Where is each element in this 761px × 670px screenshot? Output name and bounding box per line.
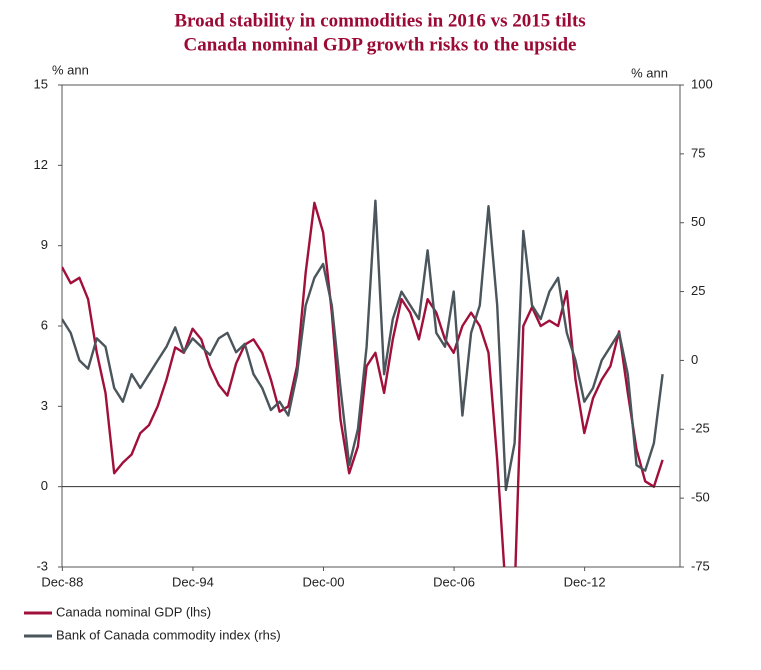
y-tick-label: 0 (41, 478, 48, 493)
y-tick-label: 3 (41, 398, 48, 413)
y2-tick-label: -50 (691, 490, 710, 505)
y-tick-label: 9 (41, 237, 48, 252)
series-line (62, 199, 664, 492)
y2-axis-label: % ann (631, 65, 668, 80)
y-tick-label: 6 (41, 317, 48, 332)
y-tick-label: 12 (34, 157, 48, 172)
y2-tick-label: 100 (691, 76, 713, 91)
plot-frame (61, 84, 681, 568)
x-tick-label: Dec-06 (433, 574, 475, 589)
y2-tick-label: -75 (691, 558, 710, 573)
y-axis-label: % ann (52, 62, 89, 77)
x-tick-label: Dec-94 (172, 574, 214, 589)
y2-tick-label: 50 (691, 214, 705, 229)
legend-label: Bank of Canada commodity index (rhs) (56, 627, 281, 642)
x-tick-label: Dec-00 (303, 574, 345, 589)
y-tick-label: 15 (34, 76, 48, 91)
y2-tick-label: -25 (691, 421, 710, 436)
legend-label: Canada nominal GDP (lhs) (56, 604, 211, 619)
y2-tick-label: 25 (691, 283, 705, 298)
x-tick-label: Dec-12 (564, 574, 606, 589)
y-tick-label: -3 (36, 558, 48, 573)
y2-tick-label: 0 (691, 352, 698, 367)
y2-tick-label: 75 (691, 145, 705, 160)
chart-title: Canada nominal GDP growth risks to the u… (184, 34, 577, 55)
x-tick-label: Dec-88 (41, 574, 83, 589)
chart-title: Broad stability in commodities in 2016 v… (174, 10, 585, 31)
plot-area (62, 199, 664, 567)
